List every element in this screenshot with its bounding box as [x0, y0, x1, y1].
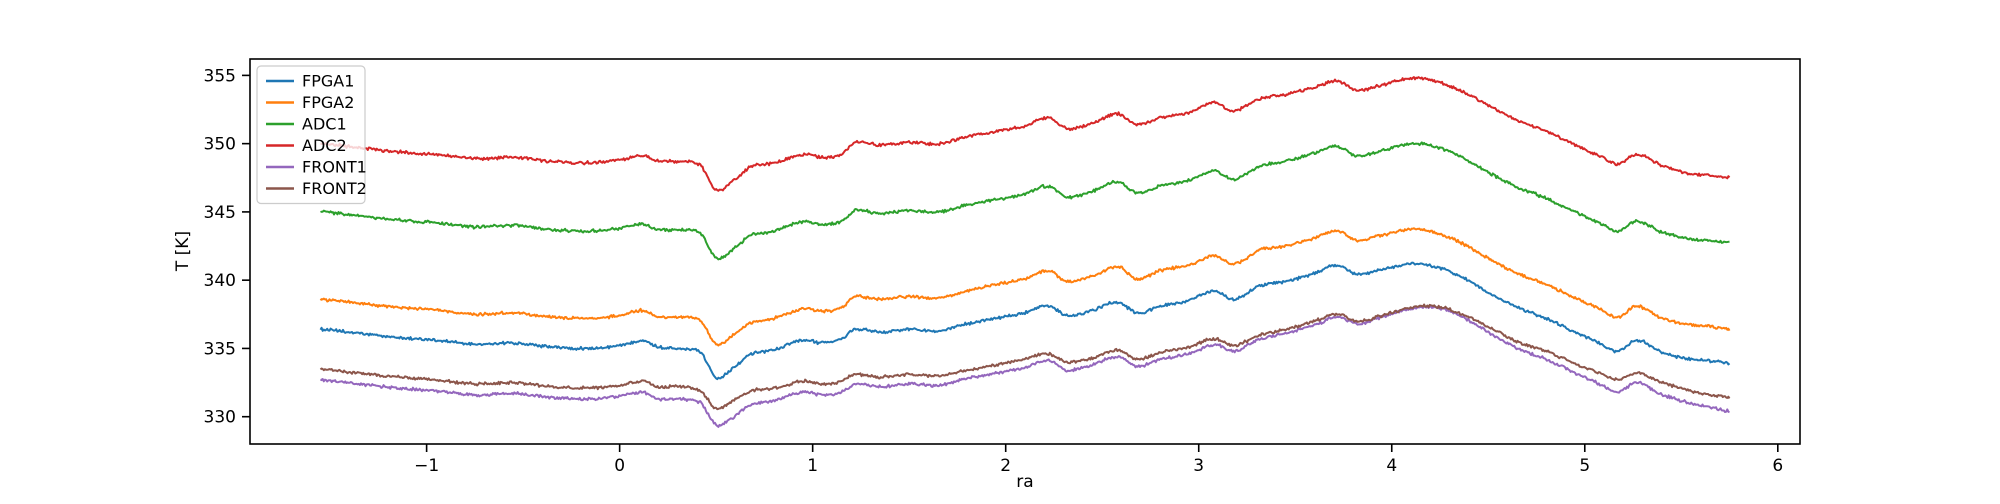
x-tick-label: 1: [807, 456, 818, 476]
series-line-FPGA2: [319, 227, 1731, 347]
y-tick-label: 345: [204, 203, 236, 223]
x-tick-label: −1: [414, 456, 439, 476]
series-line-FRONT1: [319, 305, 1730, 428]
y-tick-label: 335: [204, 339, 236, 359]
legend-label-FRONT1: FRONT1: [302, 158, 367, 177]
y-tick-label: 330: [204, 408, 236, 428]
legend-label-ADC2: ADC2: [302, 136, 347, 155]
x-axis-label: ra: [1016, 472, 1033, 492]
legend-label-FPGA2: FPGA2: [302, 93, 354, 112]
legend-label-ADC1: ADC1: [302, 115, 347, 134]
plot-frame: [249, 58, 1801, 445]
y-tick-label: 355: [204, 66, 236, 86]
x-tick-label: 5: [1579, 456, 1590, 476]
x-tick-label: 4: [1386, 456, 1397, 476]
y-axis-label: T [K]: [173, 231, 193, 272]
y-tick-label: 340: [204, 271, 236, 291]
series-line-FRONT2: [319, 303, 1731, 411]
x-tick-label: 3: [1193, 456, 1204, 476]
legend-label-FRONT2: FRONT2: [302, 179, 367, 198]
legend: [256, 65, 366, 205]
x-tick-label: 0: [614, 456, 625, 476]
y-tick-label: 350: [204, 135, 236, 155]
series-line-FPGA1: [319, 261, 1731, 381]
series-line-ADC1: [320, 141, 1730, 261]
series-line-ADC2: [319, 76, 1731, 192]
x-tick-label: 2: [1000, 456, 1011, 476]
x-tick-label: 6: [1772, 456, 1783, 476]
legend-label-FPGA1: FPGA1: [302, 72, 354, 91]
